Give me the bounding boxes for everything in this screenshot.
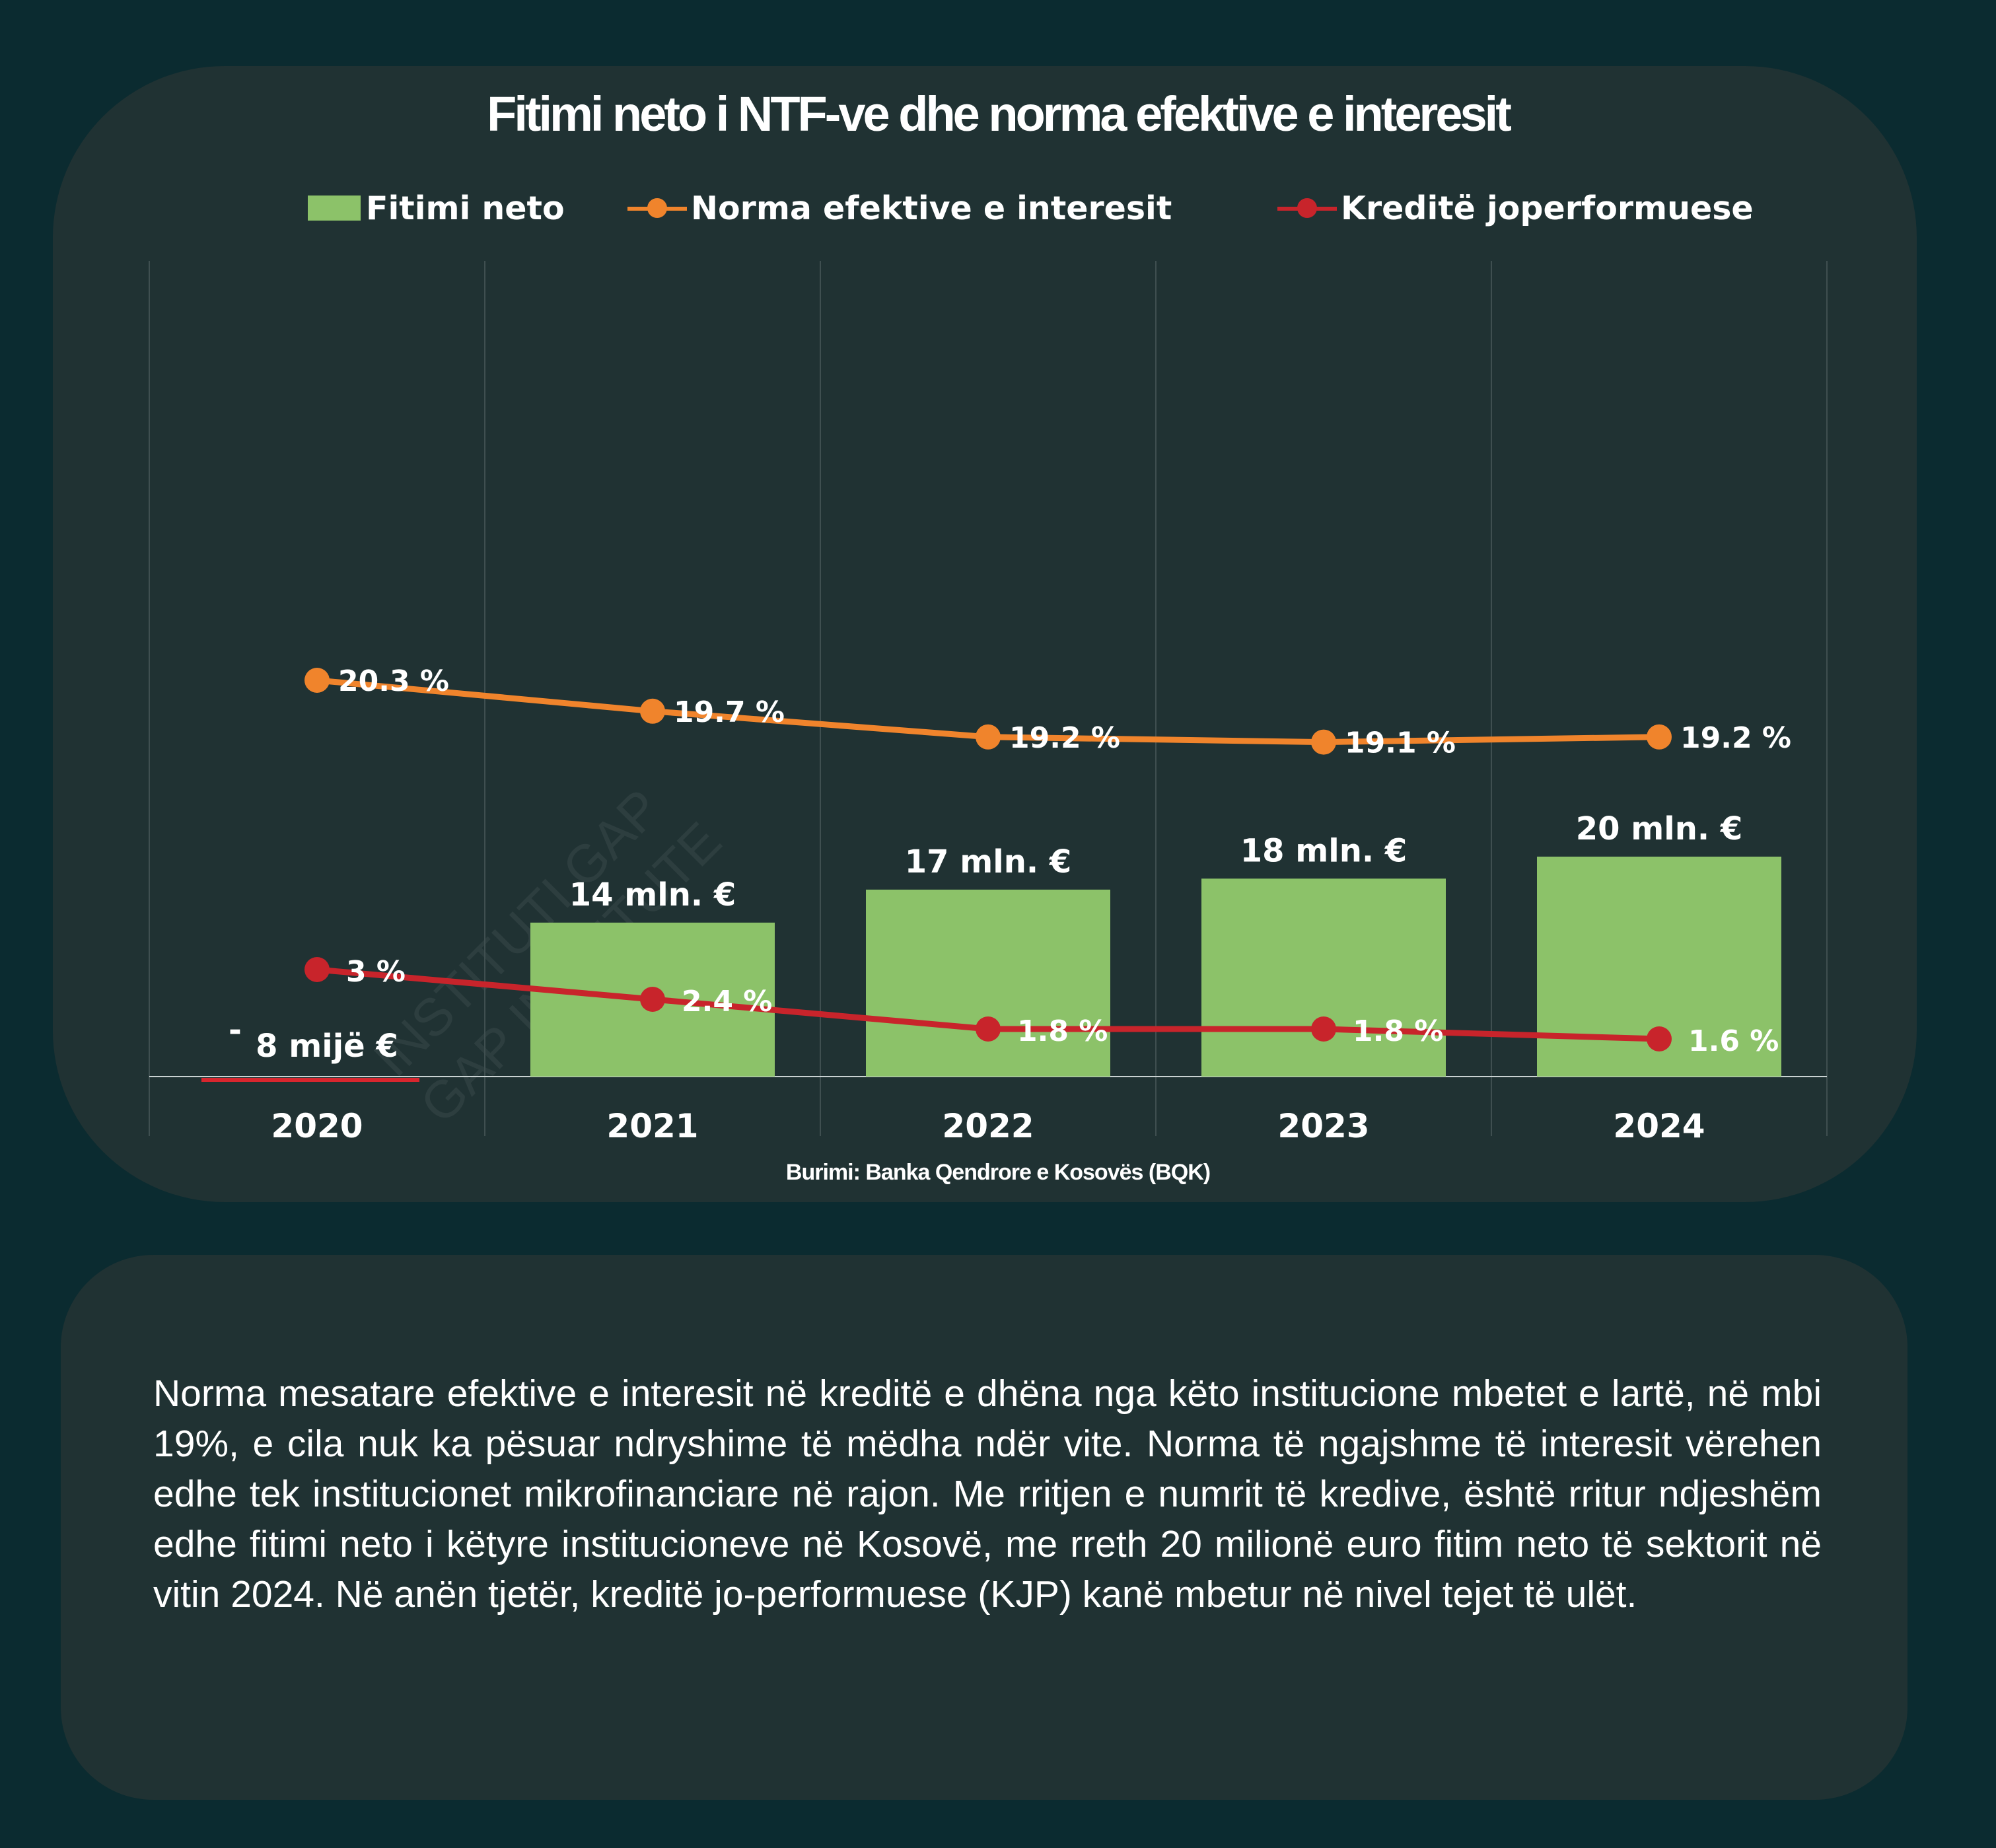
npl-data-label: 1.6 % [1688, 1024, 1779, 1058]
bar-value-label: 17 mln. € [905, 843, 1072, 880]
interest-rate-data-label: 20.3 % [338, 664, 449, 698]
x-tick-label: 2024 [1613, 1107, 1705, 1145]
text-card [61, 1255, 1907, 1800]
bar-value-label: 8 mijë € [256, 1028, 398, 1065]
bar-value-label: 18 mln. € [1240, 832, 1408, 869]
npl-data-label: 1.8 % [1017, 1014, 1108, 1048]
interest-rate-point-2020 [304, 668, 330, 693]
x-tick-label: 2022 [942, 1107, 1034, 1145]
legend-label-net-profit: Fitimi neto [366, 189, 565, 227]
body-paragraph: Norma mesatare efektive e interesit në k… [153, 1372, 1822, 1616]
interest-rate-data-label: 19.1 % [1345, 727, 1456, 760]
interest-rate-point-2023 [1311, 729, 1336, 755]
bar-net-profit-2020 [201, 1078, 419, 1082]
npl-data-label: 1.8 % [1353, 1014, 1443, 1048]
npl-point-2023 [1311, 1016, 1336, 1042]
bar-value-label: 14 mln. € [569, 876, 736, 913]
chart-plot: -8 mijë € 14 mln. € 17 mln. € 18 mln. € 20 m… [149, 261, 1828, 1145]
legend-item-interest-rate: Norma efektive e interesit [627, 185, 1172, 231]
interest-rate-point-2022 [976, 724, 1001, 750]
chart-title: Fitimi neto i NTF-ve dhe norma efektive … [487, 87, 1512, 141]
interest-rate-data-label: 19.2 % [1009, 721, 1120, 755]
npl-data-label: 3 % [346, 955, 406, 989]
legend-swatch-npl-line [1277, 185, 1337, 231]
npl-point-2024 [1647, 1026, 1672, 1051]
interest-rate-data-label: 19.2 % [1680, 721, 1791, 755]
legend-swatch-bar [308, 195, 361, 221]
legend-label-interest-rate: Norma efektive e interesit [691, 189, 1172, 227]
bar-net-profit-2023 [1201, 878, 1446, 1077]
npl-point-2020 [304, 957, 330, 982]
interest-rate-point-2021 [640, 698, 665, 724]
interest-rate-point-2024 [1647, 724, 1672, 750]
interest-rate-data-label: 19.7 % [674, 695, 785, 729]
chart-source: Burimi: Banka Qendrore e Kosovës (BQK) [785, 1160, 1211, 1185]
npl-point-2022 [976, 1016, 1001, 1042]
bar-value-label: 20 mln. € [1576, 810, 1743, 847]
legend-label-npl: Kreditë joperformuese [1341, 189, 1754, 227]
legend-item-net-profit: Fitimi neto [308, 185, 565, 231]
x-tick-label: 2020 [271, 1107, 363, 1145]
x-tick-label: 2023 [1277, 1107, 1369, 1145]
npl-data-label: 2.4 % [682, 985, 772, 1018]
legend-swatch-interest-line [627, 185, 687, 231]
npl-point-2021 [640, 987, 665, 1012]
bar-net-profit-2022 [866, 889, 1110, 1077]
bar-value-prefix: - [229, 1012, 242, 1049]
x-tick-label: 2021 [606, 1107, 698, 1145]
legend-item-npl: Kreditë joperformuese [1277, 185, 1754, 231]
